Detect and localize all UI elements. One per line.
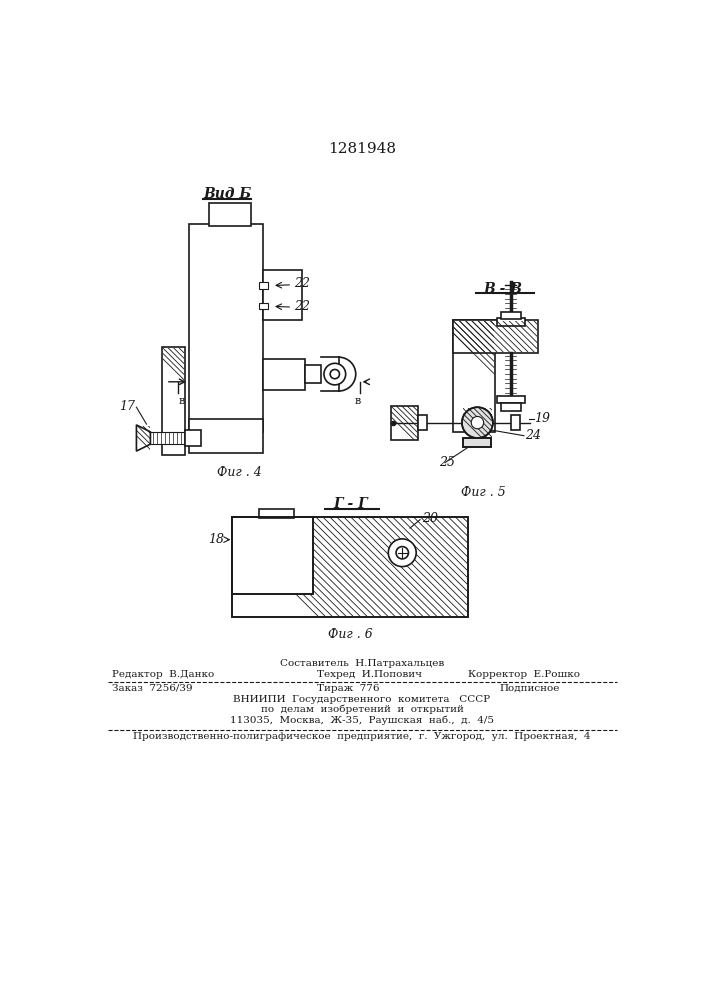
Text: ВНИИПИ  Государственного  комитета   СССР: ВНИИПИ Государственного комитета СССР [233,695,491,704]
Bar [501,403,521,411]
Text: Вид Б: Вид Б [203,187,251,201]
Text: Фиг . 4: Фиг . 4 [217,466,262,480]
Text: Фиг . 5: Фиг . 5 [461,486,506,499]
Circle shape [472,416,484,429]
Bar [189,224,263,432]
Text: Корректор  Е.Рошко: Корректор Е.Рошко [468,670,580,679]
Circle shape [388,539,416,567]
Text: 19: 19 [534,412,550,425]
Bar [305,365,321,383]
Bar [452,320,495,432]
Bar [452,320,538,353]
Text: в: в [178,396,185,406]
Bar [497,318,525,326]
Polygon shape [464,438,491,447]
Text: Подписное: Подписное [499,684,559,693]
Text: 22: 22 [293,300,310,313]
Text: 22: 22 [293,277,310,290]
Bar [263,270,301,320]
Bar [209,203,251,226]
Bar [418,415,427,430]
Bar [185,430,201,446]
Bar [473,426,489,433]
Bar [189,419,263,453]
Bar [391,406,418,440]
Text: по  делам  изобретений  и  открытий: по делам изобретений и открытий [260,705,463,714]
Bar [453,321,537,352]
Text: 24: 24 [525,429,542,442]
Circle shape [330,369,339,379]
Bar [163,348,185,454]
Bar [259,509,293,518]
Text: 17: 17 [119,400,135,413]
Bar [259,303,268,309]
Text: Составитель  Н.Патрахальцев: Составитель Н.Патрахальцев [280,659,444,668]
Text: 25: 25 [438,456,455,469]
Bar [462,408,492,437]
Text: Фиг . 6: Фиг . 6 [328,628,373,641]
Bar [233,517,312,593]
Bar [263,359,305,389]
Text: В - В: В - В [484,282,522,296]
Bar [162,347,185,455]
Text: в: в [354,396,361,406]
Bar [232,517,313,594]
Text: 20: 20 [421,512,438,525]
Bar [259,282,268,289]
Bar [232,517,468,617]
Bar [497,396,525,403]
Text: Редактор  В.Данко: Редактор В.Данко [112,670,214,679]
Text: Заказ  7256/39: Заказ 7256/39 [112,684,192,693]
Bar [137,426,150,451]
Bar [233,517,467,616]
Bar [232,517,313,594]
Text: 113035,  Москва,  Ж-35,  Раушская  наб.,  д.  4/5: 113035, Москва, Ж-35, Раушская наб., д. … [230,716,494,725]
Text: Тираж  776: Тираж 776 [317,684,380,693]
Text: Техред  И.Попович: Техред И.Попович [317,670,422,679]
Circle shape [462,407,493,438]
Bar [453,321,494,431]
Text: 18: 18 [208,533,224,546]
Circle shape [324,363,346,385]
Text: 1281948: 1281948 [328,142,396,156]
Bar [501,312,521,319]
Bar [392,406,418,440]
Circle shape [396,547,409,559]
Text: Г - Г: Г - Г [333,497,368,511]
Polygon shape [136,425,151,451]
Bar [510,415,520,430]
Text: Производственно-полиграфическое  предприятие,  г.  Ужгород,  ул.  Проектная,  4: Производственно-полиграфическое предприя… [133,732,591,741]
Bar [151,432,191,444]
Bar [232,517,468,617]
Bar [464,439,491,446]
